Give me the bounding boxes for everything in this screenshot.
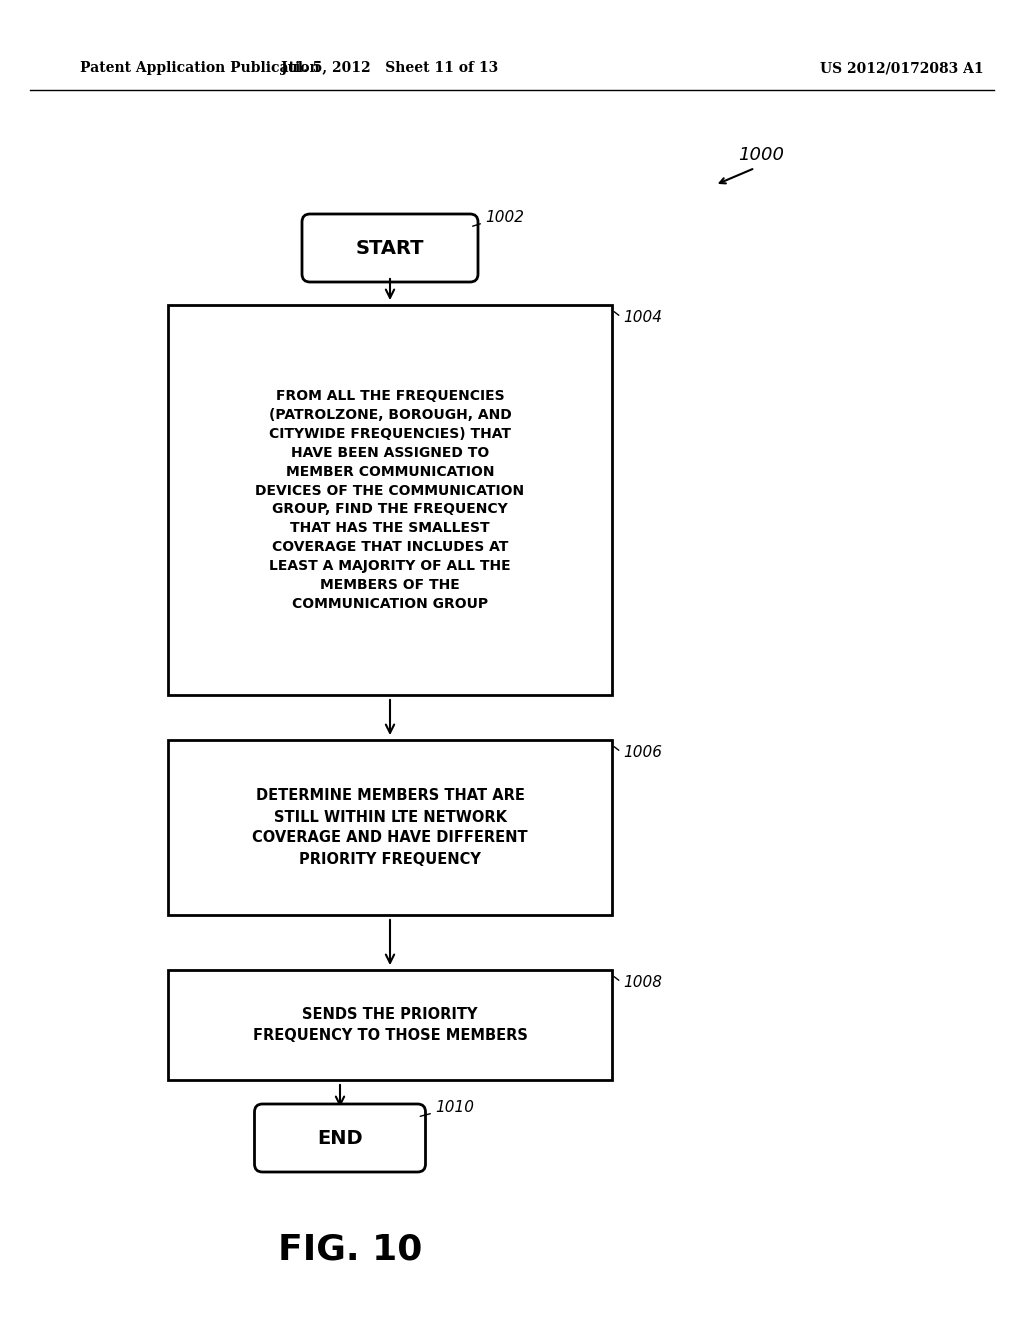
Text: 1000: 1000 <box>738 147 784 164</box>
Bar <box>168 741 612 915</box>
FancyBboxPatch shape <box>302 214 478 282</box>
Text: 1008: 1008 <box>623 975 662 990</box>
Text: START: START <box>355 239 424 257</box>
FancyBboxPatch shape <box>255 1104 426 1172</box>
Text: 1002: 1002 <box>485 210 524 226</box>
Text: SENDS THE PRIORITY
FREQUENCY TO THOSE MEMBERS: SENDS THE PRIORITY FREQUENCY TO THOSE ME… <box>253 1007 527 1043</box>
Text: 1010: 1010 <box>435 1101 474 1115</box>
Text: 1004: 1004 <box>623 310 662 325</box>
Text: Patent Application Publication: Patent Application Publication <box>80 61 319 75</box>
Text: DETERMINE MEMBERS THAT ARE
STILL WITHIN LTE NETWORK
COVERAGE AND HAVE DIFFERENT
: DETERMINE MEMBERS THAT ARE STILL WITHIN … <box>252 788 527 866</box>
Text: END: END <box>317 1129 362 1147</box>
Bar <box>168 970 612 1080</box>
Bar <box>168 305 612 696</box>
Text: Jul. 5, 2012   Sheet 11 of 13: Jul. 5, 2012 Sheet 11 of 13 <box>282 61 499 75</box>
Text: FIG. 10: FIG. 10 <box>278 1233 422 1267</box>
Text: US 2012/0172083 A1: US 2012/0172083 A1 <box>820 61 984 75</box>
Text: 1006: 1006 <box>623 744 662 760</box>
Text: FROM ALL THE FREQUENCIES
(PATROLZONE, BOROUGH, AND
CITYWIDE FREQUENCIES) THAT
HA: FROM ALL THE FREQUENCIES (PATROLZONE, BO… <box>255 389 524 611</box>
